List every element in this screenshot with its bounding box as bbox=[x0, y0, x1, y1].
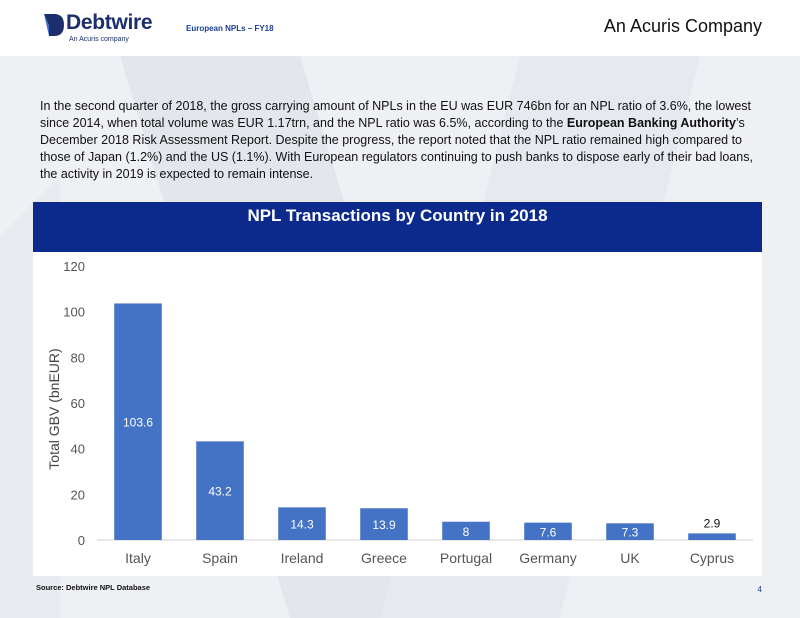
bar bbox=[114, 303, 162, 540]
data-label: 14.3 bbox=[290, 518, 314, 532]
y-tick-label: 40 bbox=[71, 442, 85, 457]
y-axis-title: Total GBV (bnEUR) bbox=[46, 348, 62, 469]
report-title: European NPLs – FY18 bbox=[186, 24, 274, 33]
top-bar: Debtwire An Acuris company European NPLs… bbox=[0, 0, 800, 56]
data-label: 103.6 bbox=[123, 416, 153, 430]
chart-title: NPL Transactions by Country in 2018 bbox=[247, 206, 548, 225]
y-tick-label: 60 bbox=[71, 396, 85, 411]
data-label: 2.9 bbox=[704, 516, 721, 530]
data-label: 7.3 bbox=[622, 526, 639, 540]
bar bbox=[278, 507, 326, 540]
bar bbox=[442, 521, 490, 540]
bar-chart: 0 20 40 60 80 100 120 Total GBV (bnEUR) 103.6 Ita… bbox=[46, 259, 753, 566]
intro-text-2: ’s December 2018 Risk Assessment Report.… bbox=[40, 116, 753, 181]
data-label: 7.6 bbox=[540, 525, 557, 539]
company-name: An Acuris Company bbox=[603, 16, 762, 36]
x-tick-label: Cyprus bbox=[690, 550, 734, 566]
source-note: Source: Debtwire NPL Database bbox=[36, 583, 151, 592]
y-tick-label: 100 bbox=[63, 305, 85, 320]
x-tick-label: Portugal bbox=[440, 550, 492, 566]
chart-title-bar: NPL Transactions by Country in 2018 bbox=[33, 202, 762, 252]
bar bbox=[688, 533, 736, 540]
x-tick-label: UK bbox=[620, 550, 640, 566]
y-tick-label: 120 bbox=[63, 259, 85, 274]
y-tick-label: 80 bbox=[71, 350, 85, 365]
x-tick-label: Greece bbox=[361, 550, 407, 566]
intro-text-1: In the second quarter of 2018, the gross… bbox=[40, 99, 752, 130]
chart-area: 0 20 40 60 80 100 120 Total GBV (bnEUR) 103.6 Ita… bbox=[33, 252, 762, 576]
x-tick-label: Spain bbox=[202, 550, 238, 566]
x-tick-label: Germany bbox=[519, 550, 577, 566]
y-tick-label: 0 bbox=[78, 533, 85, 548]
logo-name: Debtwire bbox=[66, 11, 153, 34]
data-label: 43.2 bbox=[208, 485, 232, 499]
bar bbox=[360, 508, 408, 540]
logo-tagline: An Acuris company bbox=[69, 36, 129, 43]
bar bbox=[606, 523, 654, 540]
bar bbox=[524, 522, 572, 540]
debtwire-logo-icon bbox=[44, 14, 64, 36]
data-label: 13.9 bbox=[372, 518, 396, 532]
x-tick-label: Ireland bbox=[281, 550, 324, 566]
page-number: 4 bbox=[757, 585, 762, 594]
intro-paragraph: In the second quarter of 2018, the gross… bbox=[40, 98, 758, 183]
data-label: 8 bbox=[463, 525, 470, 539]
y-tick-label: 20 bbox=[71, 487, 85, 502]
intro-bold: European Banking Authority bbox=[566, 116, 736, 130]
bar bbox=[196, 441, 244, 540]
x-tick-label: Italy bbox=[125, 550, 151, 566]
